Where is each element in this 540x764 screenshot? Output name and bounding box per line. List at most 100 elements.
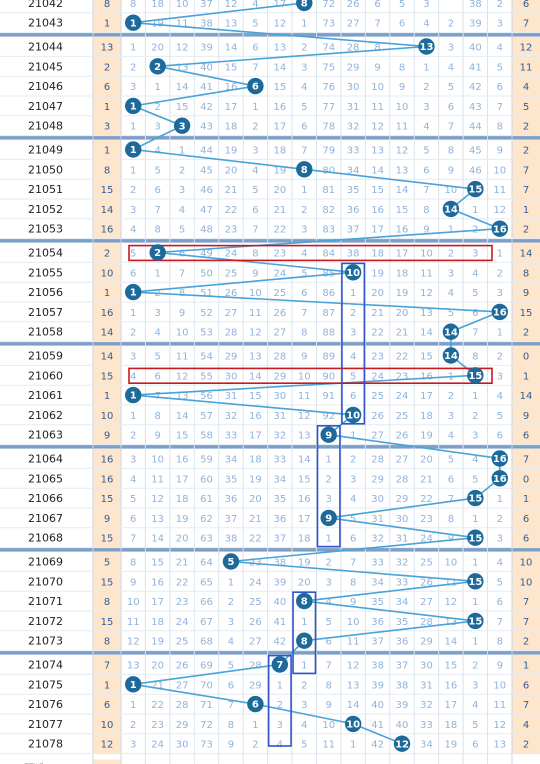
miss-count: 18 <box>249 455 262 466</box>
draw-number: 6 <box>104 700 110 711</box>
right-value: 7 <box>523 700 529 711</box>
num-cell-bg <box>93 96 121 116</box>
miss-count: 27 <box>249 637 262 648</box>
miss-count: 83 <box>322 225 335 236</box>
miss-count: 22 <box>371 328 384 339</box>
period-label: 21060 <box>28 369 63 382</box>
miss-count: 70 <box>200 680 213 691</box>
miss-count: 3 <box>301 700 307 711</box>
miss-count: 6 <box>448 474 454 485</box>
miss-count: 4 <box>130 225 136 236</box>
right-value: 11 <box>520 62 533 73</box>
miss-count: 48 <box>200 225 213 236</box>
miss-count: 7 <box>228 700 234 711</box>
period-label: 21059 <box>28 350 63 363</box>
miss-count: 29 <box>273 371 286 382</box>
draw-number: 1 <box>104 19 110 30</box>
miss-count: 35 <box>347 185 360 196</box>
miss-count: 10 <box>127 597 140 608</box>
miss-count: 40 <box>396 720 409 731</box>
miss-count: 4 <box>497 391 503 402</box>
draw-number: 16 <box>101 225 114 236</box>
right-cell-bg <box>512 508 540 528</box>
draw-ball <box>149 244 166 261</box>
miss-count: 75 <box>322 62 335 73</box>
miss-count: 28 <box>347 43 360 54</box>
miss-count: 20 <box>298 577 311 588</box>
miss-count: 2 <box>497 0 503 10</box>
miss-count: 27 <box>420 597 433 608</box>
draw-number: 3 <box>104 122 110 133</box>
miss-count: 2 <box>497 268 503 279</box>
right-cell-bg <box>512 262 540 283</box>
miss-count: 68 <box>200 637 213 648</box>
miss-count: 90 <box>322 371 335 382</box>
miss-count: 13 <box>347 680 360 691</box>
miss-count: 12 <box>371 122 384 133</box>
right-cell-bg <box>512 630 540 651</box>
miss-count: 20 <box>371 288 384 299</box>
right-value: 1 <box>523 661 529 672</box>
period-label: 21048 <box>28 120 63 133</box>
miss-count: 9 <box>497 661 503 672</box>
miss-count: 4 <box>130 474 136 485</box>
miss-count: 22 <box>249 534 262 545</box>
right-value: 7 <box>523 455 529 466</box>
miss-count: 2 <box>301 680 307 691</box>
period-label: 21042 <box>28 0 63 10</box>
group-separator <box>0 650 540 655</box>
miss-count: 2 <box>497 514 503 525</box>
miss-count: 21 <box>151 680 164 691</box>
miss-count: 13 <box>396 165 409 176</box>
miss-count: 16 <box>273 102 286 113</box>
miss-count: 22 <box>273 225 286 236</box>
miss-count: 7 <box>252 225 258 236</box>
miss-count: 6 <box>472 308 478 319</box>
miss-count: 38 <box>200 19 213 30</box>
selected-row-box <box>128 367 493 384</box>
miss-count: 3 <box>472 249 478 260</box>
miss-count: 3 <box>423 0 429 10</box>
right-cell-bg <box>512 405 540 425</box>
miss-count: 3 <box>301 62 307 73</box>
miss-count: 25 <box>225 268 238 279</box>
miss-count: 17 <box>396 249 409 260</box>
draw-ball <box>344 715 362 733</box>
miss-count: 1 <box>472 205 478 216</box>
miss-count: 6 <box>154 371 160 382</box>
draw-ball <box>491 450 508 467</box>
miss-count: 7 <box>374 19 380 30</box>
num-cell-bg <box>93 12 121 33</box>
miss-count: 6 <box>472 740 478 751</box>
miss-count: 6 <box>154 185 160 196</box>
miss-count: 7 <box>448 494 454 505</box>
preselect-label: 预选区1 <box>24 763 64 764</box>
miss-count: 80 <box>322 165 335 176</box>
miss-count: 7 <box>472 328 478 339</box>
right-cell-bg <box>512 76 540 96</box>
miss-count: 28 <box>420 617 433 628</box>
column-highlight-box <box>267 654 292 747</box>
miss-count: 8 <box>154 411 160 422</box>
right-value: 6 <box>523 431 529 442</box>
draw-number: 1 <box>104 288 110 299</box>
right-cell-bg <box>512 468 540 489</box>
miss-count: 5 <box>301 740 307 751</box>
miss-count: 23 <box>396 371 409 382</box>
miss-count: 18 <box>298 534 311 545</box>
miss-count: 51 <box>200 288 213 299</box>
num-cell-bg <box>93 36 121 57</box>
miss-count: 7 <box>350 558 356 569</box>
miss-count: 2 <box>228 597 234 608</box>
period-label: 21065 <box>28 472 63 485</box>
group-separator <box>0 238 540 243</box>
miss-count: 10 <box>396 102 409 113</box>
miss-count: 17 <box>225 102 238 113</box>
miss-count: 22 <box>396 352 409 363</box>
miss-count: 30 <box>396 514 409 525</box>
num-cell-bg <box>93 468 121 489</box>
draw-number: 13 <box>101 43 114 54</box>
miss-count: 12 <box>493 720 506 731</box>
miss-count: 64 <box>200 558 213 569</box>
miss-count: 20 <box>396 308 409 319</box>
